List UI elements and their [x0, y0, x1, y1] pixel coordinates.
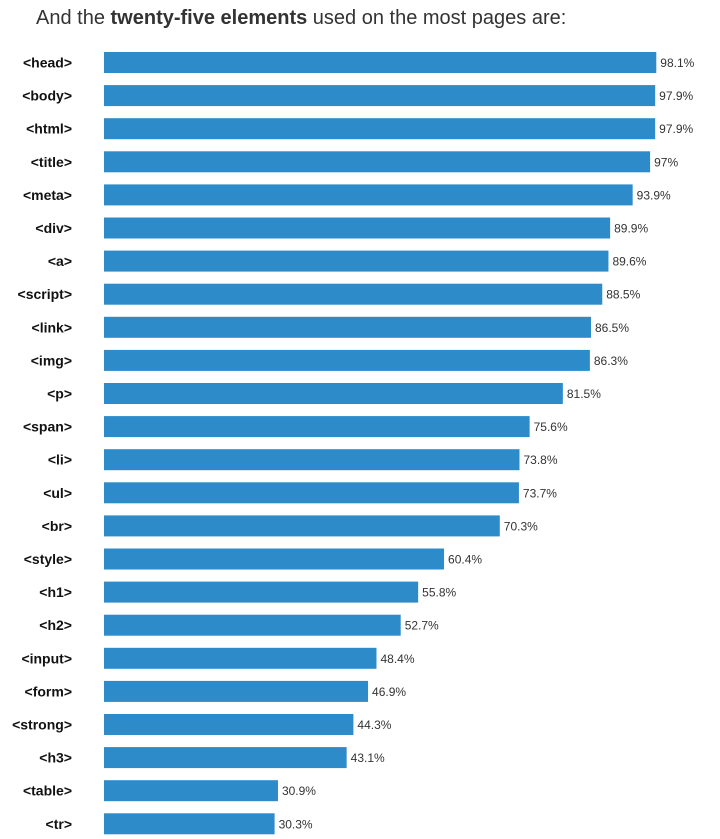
category-label: <img> — [31, 352, 72, 368]
category-label: <a> — [48, 253, 72, 269]
value-label: 75.6% — [534, 420, 568, 434]
category-label: <style> — [24, 551, 72, 567]
category-label: <tr> — [46, 816, 72, 832]
value-label: 97.9% — [659, 89, 693, 103]
value-label: 97.9% — [659, 122, 693, 136]
category-label: <body> — [22, 88, 72, 104]
value-label: 89.6% — [612, 255, 646, 269]
value-label: 60.4% — [448, 553, 482, 567]
bar — [104, 680, 369, 702]
category-label: <h1> — [39, 584, 72, 600]
bar — [104, 780, 278, 802]
value-label: 89.9% — [614, 222, 648, 236]
category-label: <head> — [23, 55, 72, 71]
bar — [104, 151, 651, 173]
value-label: 52.7% — [405, 619, 439, 633]
value-label: 30.9% — [282, 784, 316, 798]
bar — [104, 647, 377, 669]
category-label: <title> — [31, 154, 72, 170]
bar — [104, 614, 401, 636]
bar — [104, 383, 563, 404]
category-label: <input> — [21, 650, 72, 666]
value-label: 30.3% — [279, 817, 313, 831]
value-label: 73.8% — [523, 453, 557, 467]
bar — [104, 482, 519, 504]
category-label: <br> — [42, 518, 72, 534]
bar — [104, 515, 500, 537]
category-label: <script> — [18, 286, 72, 302]
category-label: <html> — [26, 121, 72, 137]
category-label: <span> — [23, 419, 72, 435]
bar — [104, 747, 347, 769]
bar — [104, 581, 419, 603]
category-label: <table> — [23, 783, 72, 799]
value-label: 46.9% — [372, 685, 406, 699]
value-label: 97% — [654, 155, 678, 169]
value-label: 70.3% — [504, 519, 538, 533]
value-label: 48.4% — [380, 652, 414, 666]
value-label: 43.1% — [351, 751, 385, 765]
category-label: <form> — [25, 683, 72, 699]
value-label: 93.9% — [637, 188, 671, 202]
title-prefix: And the — [36, 7, 111, 29]
bar — [104, 349, 590, 371]
bar — [104, 714, 354, 735]
value-label: 55.8% — [422, 586, 456, 600]
category-label: <div> — [35, 220, 72, 236]
bar — [104, 250, 609, 272]
category-label: <h2> — [39, 617, 72, 633]
value-label: 88.5% — [606, 288, 640, 302]
chart-title: And the twenty-five elements used on the… — [36, 6, 566, 30]
category-label: <strong> — [12, 717, 72, 733]
category-label: <li> — [48, 452, 72, 468]
category-label: <link> — [32, 319, 72, 335]
value-label: 44.3% — [357, 718, 391, 732]
bar — [104, 283, 603, 305]
title-suffix: used on the most pages are: — [307, 7, 567, 29]
bar — [104, 217, 611, 239]
value-label: 86.3% — [594, 354, 628, 368]
title-bold: twenty-five elements — [110, 7, 308, 29]
category-label: <p> — [47, 386, 72, 402]
bar — [104, 118, 656, 140]
category-label: <meta> — [23, 187, 72, 203]
bar — [104, 449, 520, 471]
bar — [104, 548, 445, 570]
value-label: 73.7% — [523, 486, 557, 500]
bar — [104, 813, 275, 835]
category-label: <h3> — [39, 750, 72, 766]
bar — [104, 85, 656, 107]
value-label: 81.5% — [567, 387, 601, 401]
bar — [104, 52, 657, 73]
value-label: 98.1% — [660, 56, 694, 70]
value-label: 86.5% — [595, 321, 629, 335]
category-label: <ul> — [43, 485, 72, 501]
bar — [104, 184, 633, 206]
bar — [104, 316, 591, 338]
bar — [104, 416, 530, 438]
